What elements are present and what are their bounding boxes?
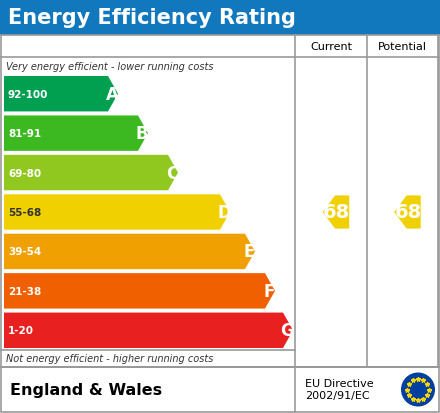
Polygon shape bbox=[4, 273, 275, 309]
Text: 68: 68 bbox=[323, 203, 350, 222]
Text: F: F bbox=[263, 282, 275, 300]
Text: 1-20: 1-20 bbox=[8, 325, 34, 335]
Text: Energy Efficiency Rating: Energy Efficiency Rating bbox=[8, 8, 296, 28]
Text: Very energy efficient - lower running costs: Very energy efficient - lower running co… bbox=[6, 62, 213, 71]
Text: C: C bbox=[166, 164, 178, 182]
Bar bbox=[0, 0, 440, 36]
Polygon shape bbox=[394, 196, 421, 229]
Text: G: G bbox=[280, 321, 294, 339]
Text: 39-54: 39-54 bbox=[8, 247, 41, 257]
Text: 92-100: 92-100 bbox=[8, 90, 48, 100]
Polygon shape bbox=[4, 313, 293, 348]
Text: 81-91: 81-91 bbox=[8, 129, 41, 139]
Text: 68: 68 bbox=[395, 203, 422, 222]
Text: 55-68: 55-68 bbox=[8, 207, 41, 218]
Bar bbox=[1, 367, 439, 412]
Circle shape bbox=[401, 373, 435, 406]
Text: 21-38: 21-38 bbox=[8, 286, 41, 296]
Text: 69-80: 69-80 bbox=[8, 168, 41, 178]
Text: Potential: Potential bbox=[378, 42, 427, 52]
Polygon shape bbox=[323, 196, 349, 229]
Text: Not energy efficient - higher running costs: Not energy efficient - higher running co… bbox=[6, 354, 213, 363]
Text: A: A bbox=[106, 85, 118, 104]
Text: Current: Current bbox=[310, 42, 352, 52]
Polygon shape bbox=[4, 116, 148, 152]
Text: 2002/91/EC: 2002/91/EC bbox=[305, 391, 370, 401]
Text: B: B bbox=[136, 125, 148, 143]
Polygon shape bbox=[4, 77, 118, 112]
Bar bbox=[1, 36, 439, 367]
Text: EU Directive: EU Directive bbox=[305, 379, 374, 389]
Polygon shape bbox=[4, 234, 255, 270]
Text: E: E bbox=[243, 243, 255, 261]
Text: D: D bbox=[217, 204, 231, 221]
Polygon shape bbox=[4, 155, 178, 191]
Polygon shape bbox=[4, 195, 230, 230]
Text: England & Wales: England & Wales bbox=[10, 382, 162, 397]
